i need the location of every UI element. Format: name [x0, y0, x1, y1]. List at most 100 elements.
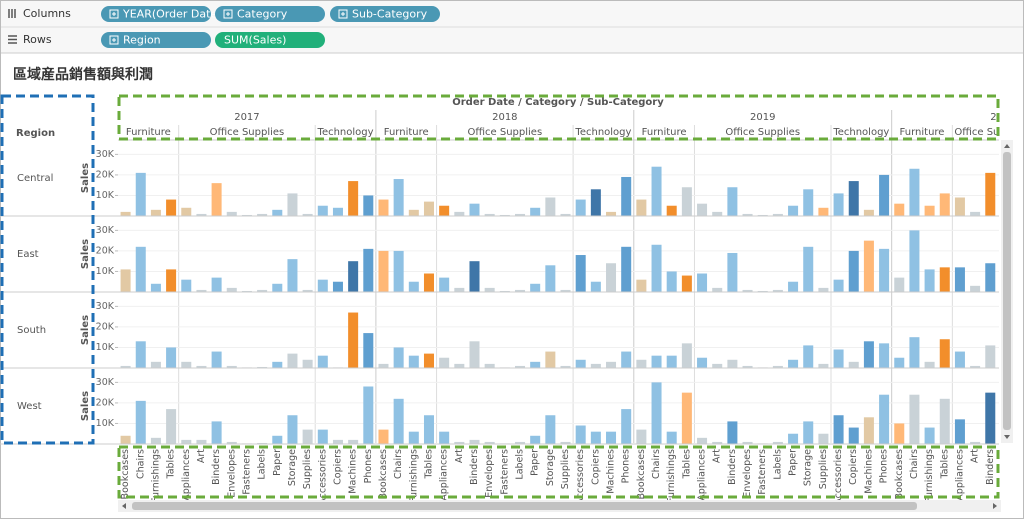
pill-icon[interactable]	[109, 9, 119, 19]
pill[interactable]	[215, 6, 325, 22]
bar	[196, 213, 207, 216]
category-header: Furniture	[126, 127, 171, 138]
pill[interactable]	[101, 6, 211, 22]
category-header: Furniture	[642, 127, 687, 138]
bar	[954, 419, 965, 444]
bar	[833, 193, 844, 216]
h-scroll-thumb[interactable]	[132, 502, 917, 510]
x-tick-label: Tables	[681, 449, 692, 480]
bar	[211, 277, 222, 292]
scroll-up[interactable]	[1004, 144, 1010, 148]
bar	[514, 289, 526, 292]
bar	[378, 250, 389, 292]
x-tick-label: Appliances	[439, 449, 450, 501]
x-tick-label: Furnishings	[666, 449, 677, 503]
pill[interactable]	[101, 32, 211, 48]
x-tick-label: Labels	[772, 449, 783, 480]
x-tick-label: Binders	[727, 449, 738, 485]
bar	[757, 290, 768, 292]
pill-icon[interactable]	[338, 9, 348, 19]
bar	[363, 333, 374, 368]
bar	[772, 289, 783, 292]
bar	[788, 433, 799, 444]
pill-icon[interactable]	[223, 9, 233, 19]
y-axis-label: Sales	[80, 163, 91, 193]
x-tick-label: Accessories	[833, 449, 844, 505]
bar	[257, 442, 268, 444]
pill-label[interactable]: Sub-Category	[352, 8, 428, 21]
bar	[772, 365, 783, 368]
bar	[439, 277, 450, 292]
x-tick-label: Accessories	[317, 449, 328, 505]
x-tick-label: Supplies	[302, 449, 313, 489]
x-tick-label: Supplies	[818, 449, 829, 489]
bar	[970, 441, 981, 444]
bar	[332, 439, 343, 444]
category-header: Technology	[832, 127, 889, 138]
bar	[863, 209, 874, 216]
x-tick-label: Art	[712, 449, 723, 463]
bar	[742, 213, 753, 216]
bar	[530, 435, 541, 444]
scroll-down[interactable]	[1004, 435, 1010, 439]
bar	[879, 394, 890, 444]
pill-label[interactable]: SUM(Sales)	[224, 34, 286, 47]
bar	[181, 279, 192, 292]
pill-icon[interactable]	[109, 35, 119, 45]
bar	[636, 279, 647, 292]
x-tick-label: Chairs	[909, 449, 920, 479]
highlight-box	[0, 94, 95, 445]
x-tick-label: Phones	[621, 449, 632, 483]
bar	[833, 415, 844, 444]
x-tick-label: Machines	[348, 449, 359, 494]
bar	[378, 363, 389, 368]
bar	[454, 211, 465, 216]
bar	[302, 213, 313, 216]
x-tick-label: Tables	[939, 449, 950, 480]
bar	[408, 431, 419, 444]
y-tick-label: 10K	[96, 190, 115, 201]
bar	[302, 289, 313, 292]
scroll-left[interactable]	[122, 503, 126, 509]
pill[interactable]	[215, 32, 325, 48]
x-tick-label: Paper	[530, 449, 541, 476]
v-scroll-thumb[interactable]	[1003, 152, 1011, 430]
bar	[909, 168, 920, 216]
bar	[135, 246, 146, 292]
bar	[150, 437, 161, 444]
x-tick-label: Chairs	[135, 449, 146, 479]
x-tick-label: Labels	[515, 449, 526, 480]
bar	[423, 415, 434, 444]
bar	[348, 181, 359, 216]
bar	[697, 357, 708, 368]
row-header: Region	[16, 128, 55, 139]
y-tick-label: 10K	[96, 266, 115, 277]
y-tick-label: 30K	[96, 301, 115, 312]
bar	[332, 281, 343, 292]
bar	[363, 195, 374, 216]
pill[interactable]	[330, 6, 440, 22]
bar	[666, 431, 677, 444]
pill-label[interactable]: Category	[237, 8, 288, 21]
bar	[348, 312, 359, 368]
pill-label[interactable]: YEAR(Order Date)	[122, 8, 221, 21]
bar	[818, 363, 829, 368]
bar	[469, 203, 480, 216]
bar	[939, 339, 950, 368]
bar	[378, 429, 389, 444]
bar	[681, 275, 692, 292]
x-tick-label: Paper	[272, 449, 283, 476]
bar	[590, 431, 601, 444]
bar	[575, 255, 586, 292]
bar	[120, 211, 131, 216]
x-tick-label: Storage	[545, 449, 556, 486]
pill-label[interactable]: Region	[123, 34, 161, 47]
bar	[697, 203, 708, 216]
bar	[772, 213, 783, 216]
bar	[302, 359, 313, 368]
scroll-right[interactable]	[993, 503, 997, 509]
bar	[135, 172, 146, 216]
bar	[909, 230, 920, 292]
x-tick-label: Machines	[606, 449, 617, 494]
bar	[181, 207, 192, 216]
